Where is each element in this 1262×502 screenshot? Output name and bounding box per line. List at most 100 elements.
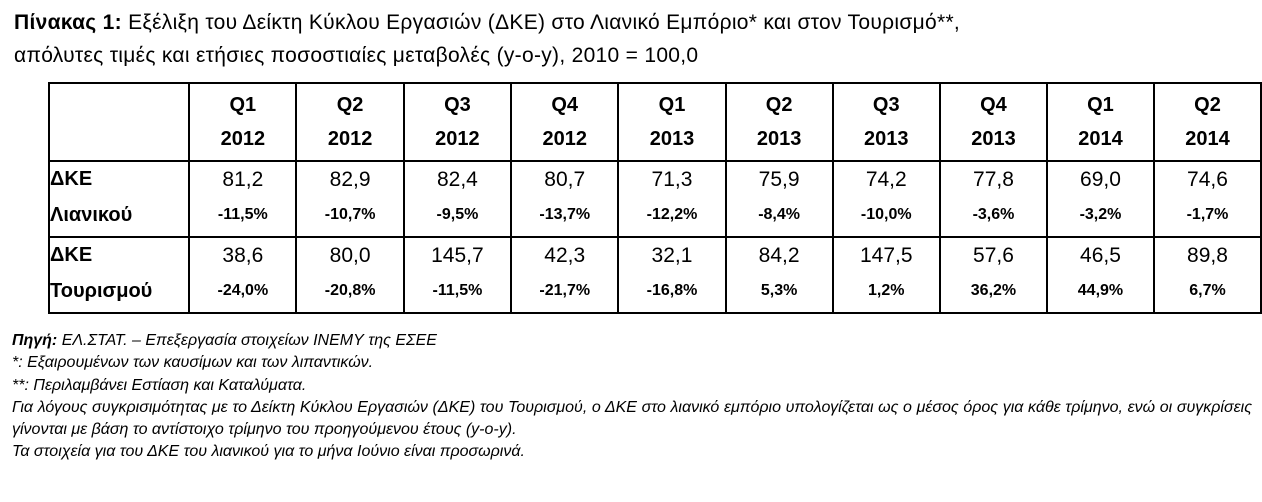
year-label: 2012: [220, 128, 266, 150]
methodology-note: Για λόγους συγκρισιμότητας με το Δείκτη …: [12, 398, 1252, 439]
yoy-change: 6,7%: [1189, 282, 1226, 299]
header-cell: Q3 2013: [831, 82, 941, 162]
table-cell: 89,8 6,7%: [1152, 236, 1262, 314]
yoy-change: -1,7%: [1186, 206, 1229, 223]
header-cell: Q1 2014: [1045, 82, 1155, 162]
quarter-label: Q3: [444, 94, 471, 116]
year-label: 2013: [756, 128, 802, 150]
table-cell: 71,3 -12,2%: [617, 160, 727, 238]
header-cell: Q4 2013: [938, 82, 1048, 162]
source-note: Πηγή: ΕΛ.ΣΤΑΤ. – Επεξεργασία στοιχείων Ι…: [12, 330, 1252, 352]
header-cell: Q4 2012: [510, 82, 620, 162]
table-cell: 80,0 -20,8%: [295, 236, 405, 314]
year-label: 2013: [971, 128, 1016, 150]
index-value: 77,8: [973, 168, 1014, 191]
table-caption: Πίνακας 1: Εξέλιξη του Δείκτη Κύκλου Εργ…: [14, 6, 1254, 72]
yoy-change: -10,0%: [860, 206, 912, 223]
index-value: 147,5: [859, 244, 913, 267]
yoy-change: -24,0%: [217, 282, 269, 299]
table-cell: 147,5 1,2%: [831, 236, 941, 314]
index-value: 32,1: [651, 244, 693, 267]
index-value: 89,8: [1187, 244, 1228, 267]
table-cell: 80,7 -13,7%: [510, 160, 620, 238]
yoy-change: -11,5%: [217, 206, 268, 223]
yoy-change: -3,6%: [972, 206, 1015, 223]
header-cell: Q1 2013: [617, 82, 727, 162]
table-cell: 38,6 -24,0%: [188, 236, 298, 314]
caption-label: Πίνακας 1:: [14, 11, 122, 34]
table-cell: 84,2 5,3%: [724, 236, 834, 314]
table-row: ΔΚΕ Τουρισμού 38,6 -24,0% 80,0 -20,8% 145,7…: [47, 236, 1262, 314]
index-value: 80,7: [544, 168, 586, 191]
yoy-change: -9,5%: [436, 206, 479, 223]
yoy-change: -16,8%: [646, 282, 698, 299]
yoy-change: -20,8%: [324, 282, 376, 299]
quarter-label: Q2: [1194, 94, 1221, 116]
yoy-change: -12,2%: [646, 206, 698, 223]
index-value: 74,6: [1187, 168, 1228, 191]
row-label-line2: Λιανικού: [50, 204, 133, 226]
index-value: 69,0: [1080, 168, 1121, 191]
corner-cell: [47, 82, 191, 162]
footnote-tourism: **: Περιλαμβάνει Εστίαση και Καταλύματα.: [12, 376, 307, 394]
year-label: 2013: [649, 128, 695, 150]
header-cell: Q2 2013: [724, 82, 834, 162]
quarter-label: Q2: [336, 94, 364, 116]
quarter-label: Q1: [229, 94, 257, 116]
yoy-change: 44,9%: [1077, 282, 1124, 299]
row-label-retail: ΔΚΕ Λιανικού: [47, 160, 191, 238]
table-notes: Πηγή: ΕΛ.ΣΤΑΤ. – Επεξεργασία στοιχείων Ι…: [12, 330, 1252, 464]
table-row: ΔΚΕ Λιανικού 81,2 -11,5% 82,9 -10,7% 82,4 -9…: [47, 160, 1262, 238]
table-cell: 69,0 -3,2%: [1045, 160, 1155, 238]
index-value: 38,6: [222, 244, 264, 267]
table-cell: 32,1 -16,8%: [617, 236, 727, 314]
index-value: 46,5: [1080, 244, 1121, 267]
year-label: 2012: [542, 128, 587, 150]
yoy-change: -21,7%: [539, 282, 591, 299]
table-cell: 74,6 -1,7%: [1152, 160, 1262, 238]
row-label-line2: Τουρισμού: [50, 280, 153, 302]
index-value: 42,3: [544, 244, 586, 267]
table-cell: 77,8 -3,6%: [938, 160, 1048, 238]
caption-subtitle: απόλυτες τιμές και ετήσιες ποσοστιαίες μ…: [14, 44, 699, 67]
table-cell: 75,9 -8,4%: [724, 160, 834, 238]
quarter-label: Q2: [765, 94, 793, 116]
yoy-change: -8,4%: [758, 206, 800, 223]
table-cell: 46,5 44,9%: [1045, 236, 1155, 314]
index-value: 82,4: [436, 168, 478, 191]
header-cell: Q2 2012: [295, 82, 405, 162]
quarter-label: Q1: [1087, 94, 1114, 116]
index-value: 82,9: [329, 168, 371, 191]
year-label: 2012: [327, 128, 373, 150]
header-row: Q1 2012 Q2 2012 Q3 2012 Q4 2012 Q1 2013 Q2 201…: [47, 82, 1262, 162]
yoy-change: 5,3%: [760, 282, 798, 299]
header-cell: Q3 2012: [402, 82, 513, 162]
index-value: 75,9: [758, 168, 800, 191]
table-cell: 82,9 -10,7%: [295, 160, 405, 238]
table-cell: 145,7 -11,5%: [402, 236, 513, 314]
table-cell: 57,6 36,2%: [938, 236, 1048, 314]
year-label: 2014: [1185, 128, 1230, 150]
yoy-change: -11,5%: [432, 282, 483, 299]
table-cell: 82,4 -9,5%: [402, 160, 513, 238]
quarter-label: Q3: [872, 94, 900, 116]
source-text: ΕΛ.ΣΤΑΤ. – Επεξεργασία στοιχείων ΙΝΕΜΥ τ…: [57, 332, 437, 349]
year-label: 2012: [435, 128, 480, 150]
year-label: 2014: [1078, 128, 1123, 150]
yoy-change: -10,7%: [324, 206, 376, 223]
index-value: 80,0: [329, 244, 371, 267]
provisional-note: Τα στοιχεία για του ΔΚΕ του λιανικού για…: [12, 443, 525, 461]
source-label: Πηγή:: [12, 332, 58, 349]
index-value: 74,2: [865, 168, 907, 191]
table-cell: 42,3 -21,7%: [510, 236, 620, 314]
table-cell: 81,2 -11,5%: [188, 160, 298, 238]
footnote-fuels: *: Εξαιρουμένων των καυσίμων και των λιπ…: [12, 354, 374, 372]
index-value: 71,3: [651, 168, 693, 191]
header-cell: Q1 2012: [188, 82, 298, 162]
quarter-label: Q1: [658, 94, 686, 116]
table-cell: 74,2 -10,0%: [831, 160, 941, 238]
index-value: 57,6: [973, 244, 1014, 267]
quarter-label: Q4: [551, 94, 579, 116]
index-value: 145,7: [431, 244, 484, 267]
row-label-line1: ΔΚΕ: [50, 168, 93, 190]
